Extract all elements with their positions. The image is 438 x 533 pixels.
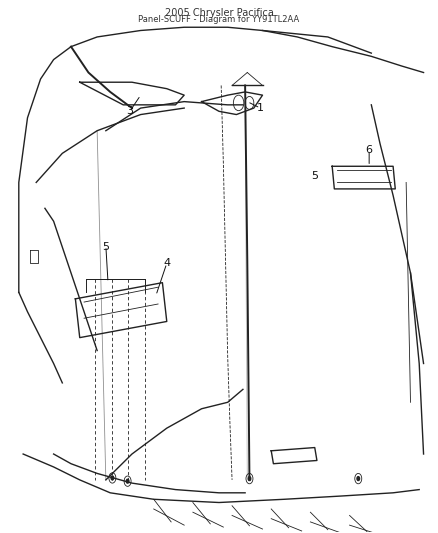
Text: 3: 3 <box>126 106 133 116</box>
Circle shape <box>357 477 360 481</box>
Text: 4: 4 <box>163 259 170 268</box>
Text: Panel-SCUFF - Diagram for YY91TL2AA: Panel-SCUFF - Diagram for YY91TL2AA <box>138 15 300 24</box>
Text: 1: 1 <box>257 103 264 113</box>
Text: 5: 5 <box>311 171 318 181</box>
Circle shape <box>111 476 114 480</box>
Text: 6: 6 <box>366 145 373 155</box>
Text: 2005 Chrysler Pacifica: 2005 Chrysler Pacifica <box>165 8 273 18</box>
Circle shape <box>248 477 251 481</box>
Circle shape <box>126 479 129 483</box>
Text: 5: 5 <box>102 242 110 252</box>
